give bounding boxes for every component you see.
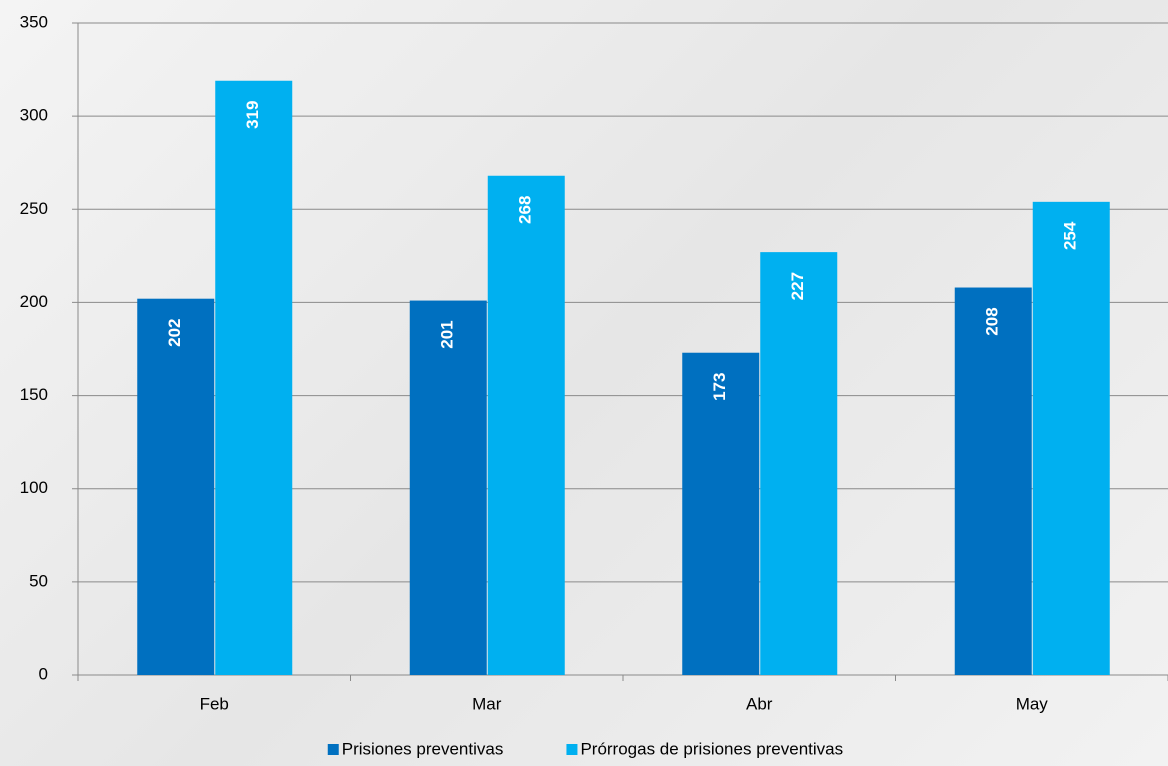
y-tick-label: 50: [29, 571, 48, 590]
value-label: 319: [243, 101, 262, 129]
bar: [1033, 202, 1110, 675]
bar: [955, 288, 1032, 675]
y-tick-label: 100: [20, 478, 48, 497]
legend-swatch: [328, 744, 339, 755]
value-label: 254: [1061, 221, 1080, 250]
legend-swatch: [566, 744, 577, 755]
x-tick-label: Feb: [200, 694, 229, 713]
y-tick-label: 300: [20, 106, 48, 125]
legend-label: Prórrogas de prisiones preventivas: [580, 739, 843, 758]
x-tick-label: Abr: [746, 694, 773, 713]
y-tick-label: 200: [20, 292, 48, 311]
bar: [488, 176, 565, 675]
y-tick-label: 250: [20, 199, 48, 218]
value-label: 227: [788, 272, 807, 300]
value-label: 208: [983, 307, 1002, 335]
y-tick-label: 150: [20, 385, 48, 404]
bar: [137, 299, 214, 675]
value-label: 202: [165, 319, 184, 347]
y-tick-label: 350: [20, 12, 48, 31]
legend-label: Prisiones preventivas: [342, 739, 504, 758]
value-label: 173: [710, 373, 729, 401]
y-tick-label: 0: [39, 664, 48, 683]
value-label: 201: [438, 320, 457, 348]
bar: [760, 252, 837, 675]
chart: 0 50 100 150 200 250 300 350 Feb 202 319 Mar 201 268 A…: [0, 0, 1168, 766]
bar: [410, 301, 487, 675]
bar: [215, 81, 292, 675]
x-tick-label: Mar: [472, 694, 502, 713]
value-label: 268: [516, 196, 535, 224]
x-tick-label: May: [1016, 694, 1049, 713]
